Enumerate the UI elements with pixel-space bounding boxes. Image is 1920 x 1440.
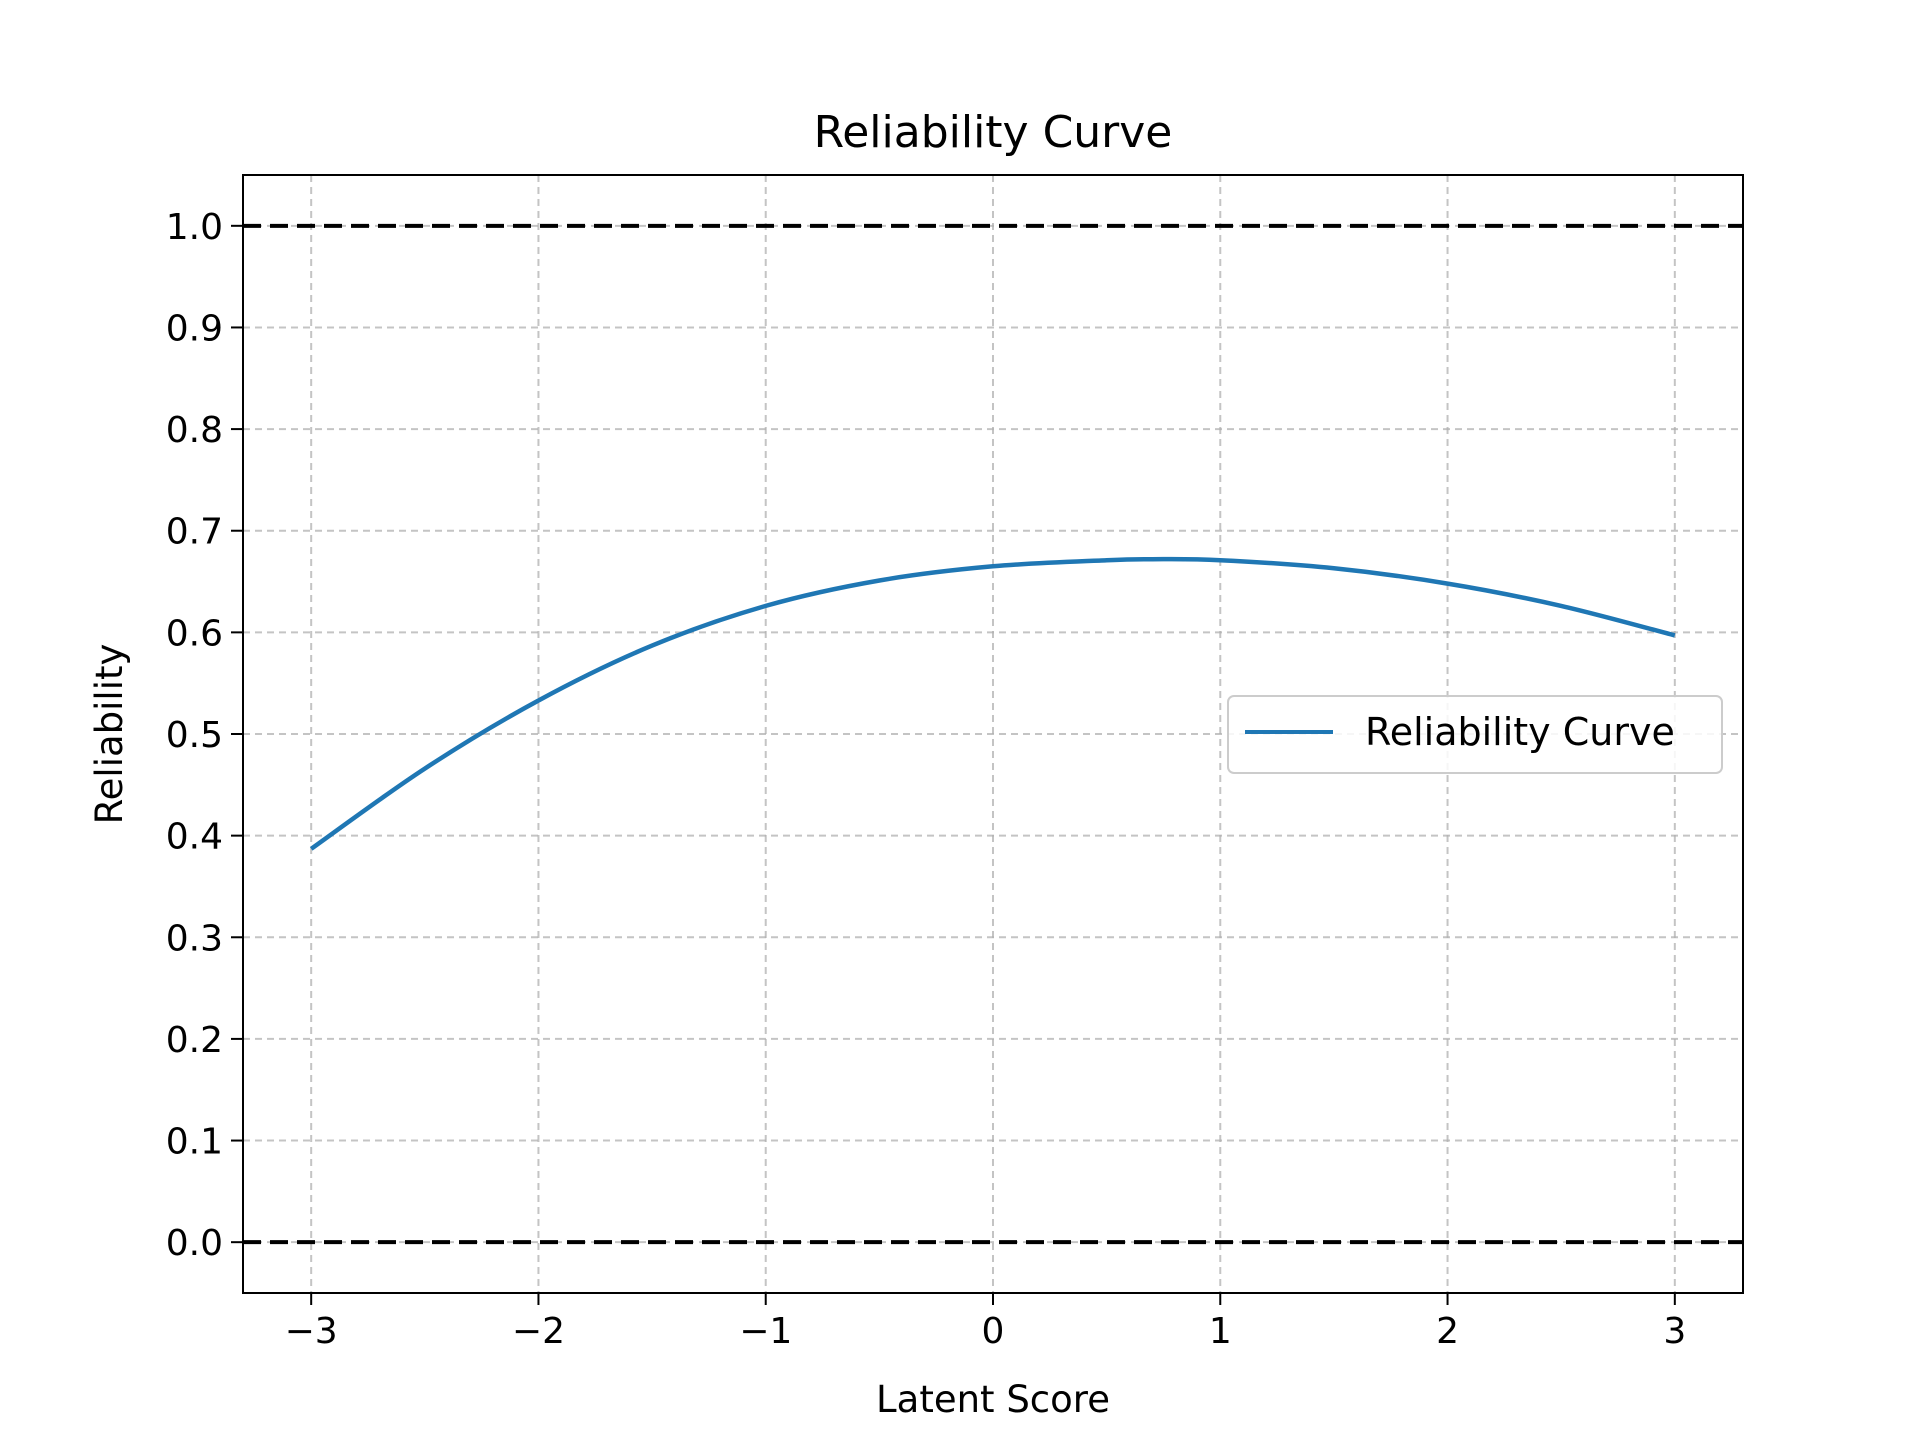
- y-tick-label: 0.3: [166, 918, 223, 959]
- legend: Reliability Curve: [1227, 695, 1723, 774]
- reference-lines: [243, 223, 1743, 1245]
- y-tick-label: 1.0: [166, 207, 223, 248]
- y-tick-label: 0.8: [166, 410, 223, 451]
- y-tick-label: 0.0: [166, 1223, 223, 1264]
- x-tick-label: 2: [1436, 1311, 1459, 1352]
- y-tick-label: 0.9: [166, 308, 223, 349]
- y-axis-title: Reliability: [88, 644, 131, 825]
- x-axis-title: Latent Score: [876, 1378, 1110, 1421]
- x-tick-label: −2: [512, 1311, 565, 1352]
- x-tick-label: 1: [1209, 1311, 1232, 1352]
- y-tick-label: 0.5: [166, 715, 223, 756]
- series-line: [309, 556, 1676, 851]
- x-tick-label: −3: [285, 1311, 338, 1352]
- x-tick-label: −1: [739, 1311, 792, 1352]
- x-tick-label: 0: [982, 1311, 1005, 1352]
- y-tick-label: 0.1: [166, 1122, 223, 1163]
- y-tick-label: 0.6: [166, 613, 223, 654]
- ticks: −3 −2 −1 0 1 2 3 0.0 0.1 0.2 0.3 0.4 0.5 0.6 0.7 0.8 0.9…: [166, 207, 1687, 1352]
- series: [309, 556, 1676, 851]
- legend-box: [1227, 695, 1723, 774]
- y-tick-label: 0.2: [166, 1020, 223, 1061]
- chart-title: Reliability Curve: [814, 107, 1173, 158]
- y-tick-label: 0.4: [166, 817, 223, 858]
- legend-label: Reliability Curve: [1365, 710, 1675, 754]
- y-tick-label: 0.7: [166, 512, 223, 553]
- x-tick-label: 3: [1663, 1311, 1686, 1352]
- grid: [243, 175, 1743, 1293]
